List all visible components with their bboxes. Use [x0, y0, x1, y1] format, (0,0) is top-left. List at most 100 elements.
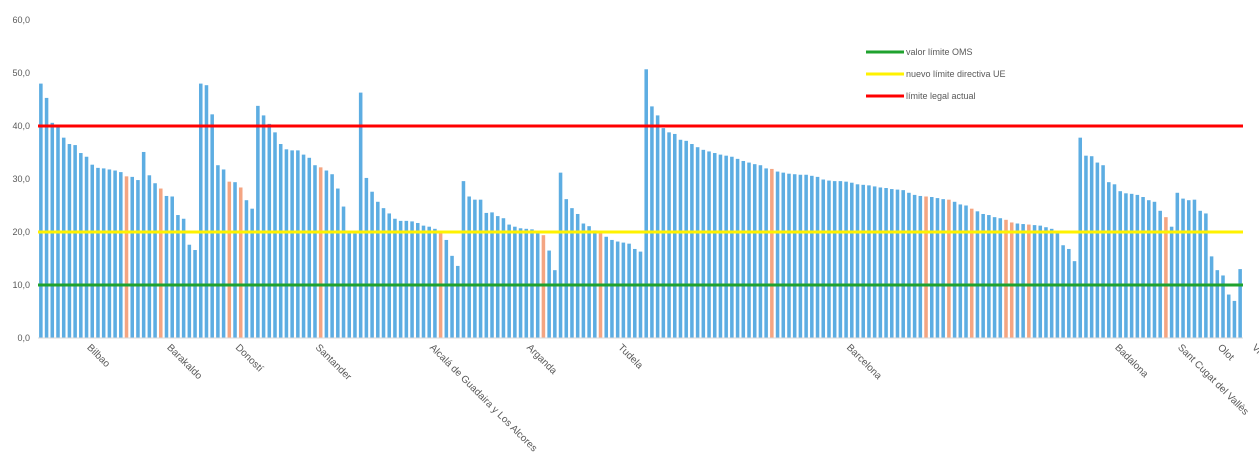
bar — [1147, 200, 1151, 338]
bar — [547, 250, 551, 338]
bar — [815, 176, 820, 338]
bar — [1067, 248, 1071, 338]
bar — [673, 133, 677, 338]
bar-highlighted — [159, 188, 163, 338]
bar — [404, 220, 409, 338]
bar — [50, 122, 55, 338]
bar — [695, 147, 700, 338]
bar — [495, 216, 500, 338]
bar — [638, 251, 643, 338]
bar — [307, 157, 312, 338]
bar — [170, 196, 174, 338]
bar — [621, 242, 626, 338]
legend: valor límite OMS nuevo límite directiva … — [866, 47, 1006, 101]
bar — [1238, 269, 1242, 338]
bar — [575, 213, 580, 338]
bar — [610, 239, 614, 338]
bar-highlighted — [947, 199, 951, 338]
bar — [827, 180, 831, 338]
bar — [79, 153, 83, 338]
bar-highlighted — [1009, 222, 1014, 338]
bar — [444, 239, 449, 338]
bar — [861, 184, 865, 338]
bar — [1198, 210, 1202, 338]
bar — [107, 169, 112, 338]
bar — [421, 225, 426, 338]
bar — [507, 224, 511, 338]
bar — [558, 172, 563, 338]
bar — [176, 215, 180, 338]
bar — [1095, 162, 1100, 338]
bar — [433, 228, 437, 338]
bar — [398, 220, 403, 338]
bar — [136, 180, 140, 338]
bar — [1044, 227, 1048, 338]
bar — [67, 144, 72, 338]
bar-series — [39, 69, 1242, 339]
y-tick-label: 60,0 — [12, 15, 30, 25]
bar — [775, 171, 780, 338]
bar — [141, 151, 146, 338]
bar-highlighted — [770, 168, 774, 338]
bar — [513, 226, 517, 338]
legend-label: límite legal actual — [906, 91, 976, 101]
bar — [724, 155, 728, 338]
bar — [1107, 182, 1111, 338]
bar-highlighted — [541, 235, 546, 338]
bar — [1032, 225, 1037, 338]
y-tick-label: 30,0 — [12, 174, 30, 184]
bar-highlighted — [1164, 217, 1168, 338]
bar — [735, 158, 740, 338]
bar — [90, 164, 95, 338]
bar — [381, 208, 386, 338]
bar — [627, 243, 631, 338]
bar — [290, 150, 294, 338]
bar — [1181, 198, 1185, 338]
bar — [1101, 165, 1105, 338]
bar — [261, 115, 266, 339]
bar — [1204, 213, 1208, 338]
bar — [992, 217, 997, 338]
x-category-label: Arganda — [524, 342, 559, 377]
bar — [101, 168, 106, 338]
x-category-label: Barcelona — [844, 342, 884, 382]
bar — [918, 195, 923, 338]
bar — [73, 145, 77, 338]
bar — [450, 255, 454, 338]
bar — [958, 204, 963, 338]
bar — [941, 199, 945, 338]
category-labels: Bilbao Barakaldo Doností Santander Alcalá de… — [84, 342, 1259, 454]
bar — [187, 244, 192, 338]
bar — [1226, 294, 1231, 338]
bar — [44, 97, 49, 338]
bar — [336, 188, 340, 338]
legend-label: nuevo límite directiva UE — [906, 69, 1006, 79]
bar — [313, 165, 317, 338]
bar — [895, 189, 900, 338]
bar — [1038, 225, 1043, 338]
reference-lines — [38, 124, 1243, 287]
bar — [975, 211, 980, 338]
y-tick-label: 0,0 — [17, 333, 30, 343]
bar — [490, 212, 494, 338]
bar — [39, 83, 43, 338]
bar — [370, 191, 374, 338]
bar — [935, 198, 940, 338]
bar — [929, 197, 934, 338]
x-category-label: Bilbao — [84, 342, 112, 370]
bar — [1221, 275, 1225, 338]
bar — [701, 149, 706, 338]
bar — [718, 154, 723, 338]
bar — [330, 174, 334, 338]
bar — [907, 192, 911, 338]
bar — [981, 213, 985, 338]
bar — [416, 222, 420, 338]
bar — [221, 169, 226, 338]
bar — [987, 215, 991, 338]
bar — [587, 226, 591, 338]
x-category-label: Vielha — [1249, 342, 1259, 370]
bar — [147, 175, 152, 338]
bar — [119, 172, 123, 338]
bar — [1129, 193, 1134, 338]
bar — [181, 218, 186, 338]
